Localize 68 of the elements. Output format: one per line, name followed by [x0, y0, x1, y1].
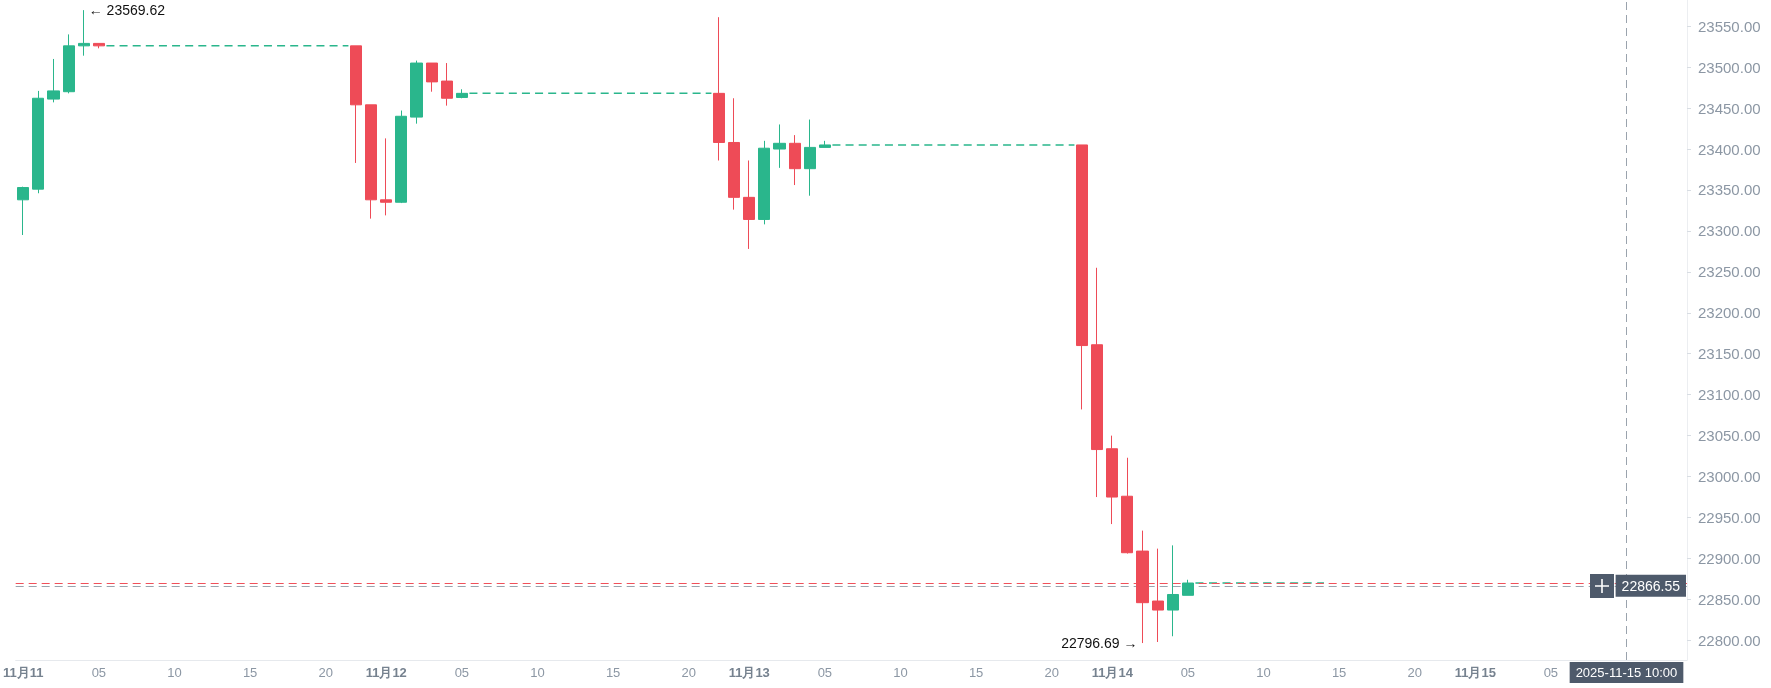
candlestick	[63, 33, 75, 94]
y-tick-label: 23100.00	[1698, 386, 1761, 404]
candlestick	[441, 62, 453, 107]
x-tick-label: 11月15	[1454, 665, 1496, 680]
candlestick	[743, 160, 755, 250]
x-tick-label: 20	[1407, 665, 1422, 680]
ref-line-label: 22866.55	[1621, 577, 1681, 594]
candlestick	[395, 110, 407, 204]
candlestick	[1152, 548, 1164, 643]
y-tick-label: 22900.00	[1698, 549, 1761, 567]
candlestick	[758, 140, 770, 225]
x-tick-label: 20	[681, 665, 696, 680]
candlestick	[1106, 435, 1118, 525]
candlestick	[78, 9, 90, 57]
x-tick-label: 15	[1331, 665, 1347, 680]
y-tick-label: 23200.00	[1698, 304, 1761, 322]
candlestick	[789, 134, 801, 186]
candlestick	[47, 58, 60, 103]
candlestick	[350, 45, 362, 164]
ref-line-label: 2025-11-15 10:00	[1575, 665, 1678, 680]
annotation: ← 23569.62	[88, 2, 166, 19]
y-tick-label: 22800.00	[1698, 631, 1761, 649]
y-tick-label: 23150.00	[1698, 345, 1761, 363]
x-tick-label: 05	[1543, 665, 1559, 680]
x-tick-label: 20	[1044, 665, 1059, 680]
candlestick	[93, 42, 105, 49]
candlestick	[773, 123, 786, 169]
x-tick-label: 05	[1180, 665, 1196, 680]
x-tick-label: 11月12	[365, 665, 407, 680]
y-tick-label: 23300.00	[1698, 222, 1761, 240]
y-tick-label: 23550.00	[1698, 17, 1761, 35]
x-tick-label: 05	[817, 665, 833, 680]
x-tick-label: 10	[530, 665, 545, 680]
y-tick-label: 23050.00	[1698, 427, 1761, 445]
candlestick	[32, 90, 44, 194]
annotation: 22796.69 →	[1061, 635, 1138, 652]
candlestick	[380, 137, 392, 216]
candlestick	[1121, 457, 1133, 555]
candlestick	[804, 119, 816, 197]
candlestick	[713, 16, 725, 161]
x-tick-label: 20	[318, 665, 333, 680]
y-tick-label: 23400.00	[1698, 140, 1761, 158]
x-tick-label: 10	[167, 665, 182, 680]
x-tick-label: 05	[91, 665, 107, 680]
candlestick	[365, 104, 377, 220]
x-tick-label: 11月13	[728, 665, 770, 680]
y-tick-label: 23350.00	[1698, 181, 1761, 199]
candlestick	[1091, 267, 1103, 498]
x-tick-label: 11月11	[2, 665, 44, 680]
y-tick-label: 23450.00	[1698, 99, 1761, 117]
x-tick-label: 15	[605, 665, 621, 680]
y-tick-label: 22950.00	[1698, 509, 1761, 527]
x-tick-label: 10	[1256, 665, 1271, 680]
x-tick-label: 05	[454, 665, 470, 680]
candlestick	[1076, 144, 1088, 410]
candlestick	[426, 62, 438, 93]
x-tick-label: 10	[893, 665, 908, 680]
y-tick-label: 23250.00	[1698, 263, 1761, 281]
candlestick	[728, 97, 740, 211]
y-tick-label: 23000.00	[1698, 468, 1761, 486]
y-tick-label: 23500.00	[1698, 58, 1761, 76]
candlestick	[410, 60, 423, 125]
y-tick-label: 22850.00	[1698, 590, 1761, 608]
x-tick-label: 15	[968, 665, 984, 680]
x-tick-label: 15	[242, 665, 258, 680]
candlestick	[17, 186, 29, 236]
candlestick	[1167, 544, 1179, 637]
x-tick-label: 11月14	[1091, 665, 1134, 680]
